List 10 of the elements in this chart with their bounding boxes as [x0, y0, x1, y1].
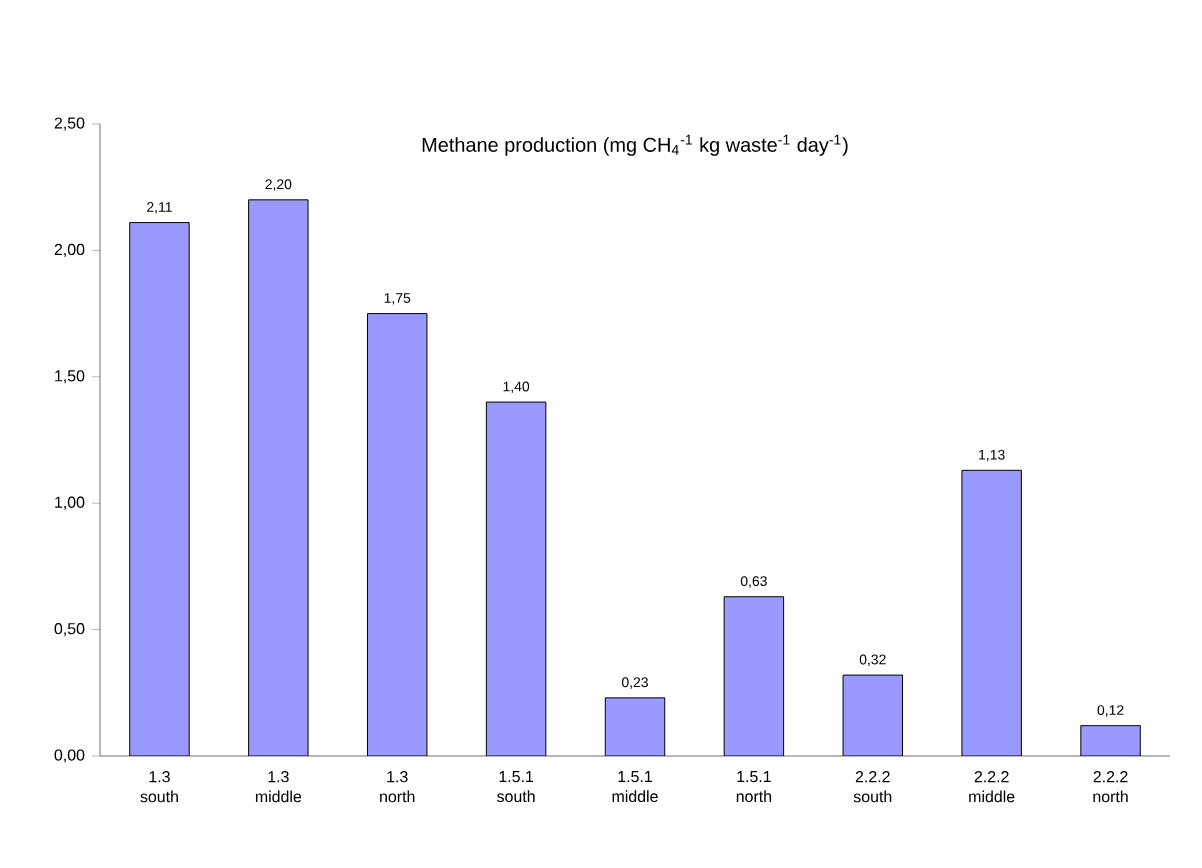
bar: [723, 596, 785, 756]
bar: [961, 469, 1022, 756]
bar: [1080, 725, 1141, 756]
bar: [485, 401, 547, 756]
bar: [367, 313, 428, 756]
bar: [604, 697, 666, 756]
bar: [248, 199, 309, 756]
bar: [129, 222, 190, 756]
bar: [842, 674, 903, 756]
text: Methane production (mg CH$_{4}$$^{-1}$ kg waste$^{-1}$ day$^{-1}$): [422, 134, 848, 156]
